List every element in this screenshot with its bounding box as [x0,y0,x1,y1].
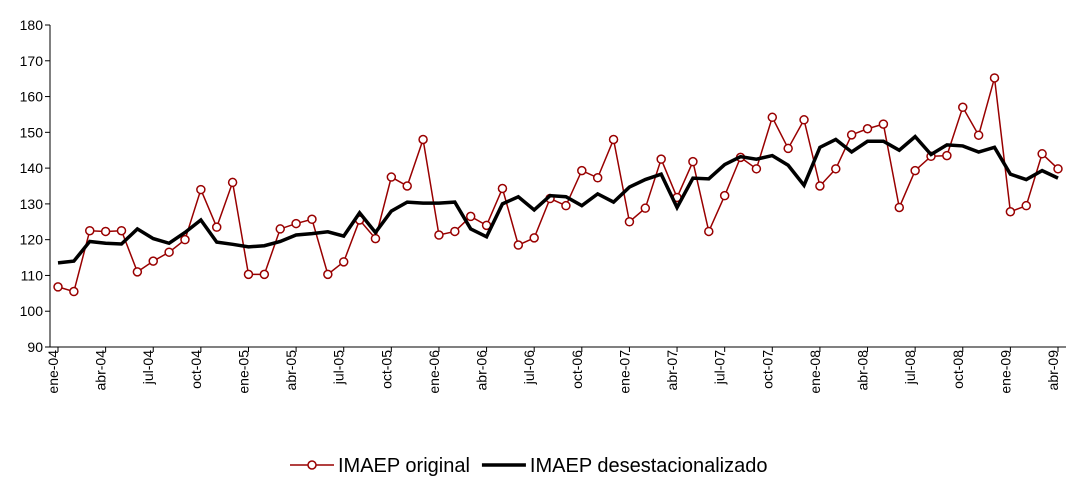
x-tick-label: jul-05 [331,350,347,385]
legend-label: IMAEP original [338,455,470,477]
y-tick-label: 170 [20,53,44,69]
x-tick-label: oct-06 [569,350,585,389]
point-marker [577,165,587,176]
series-line [57,134,1059,265]
x-tick-label: abr-09 [1045,350,1061,391]
point-marker [894,202,905,213]
point-marker [640,203,651,213]
x-tick-label: abr-04 [93,350,109,391]
y-tick-label: 90 [27,339,43,355]
point-marker [196,184,206,195]
point-marker [164,247,174,257]
point-marker [910,165,920,176]
point-marker [719,190,730,201]
x-tick-label: ene-08 [807,350,823,394]
x-tick-label: ene-06 [426,350,442,394]
point-marker [656,154,666,164]
point-marker [751,164,762,174]
point-marker [846,130,857,140]
x-tick-label: ene-09 [997,350,1013,394]
point-marker [704,226,714,237]
point-marker [402,181,412,191]
point-marker [831,164,841,174]
point-marker [1021,200,1032,211]
point-marker [69,286,79,297]
y-tick-label: 180 [20,17,44,33]
x-tick-label: oct-05 [378,350,394,389]
point-marker [386,172,397,182]
point-marker [497,183,508,194]
x-tick-label: jul-07 [712,350,728,385]
point-marker [688,156,698,167]
point-marker [323,269,333,280]
point-marker [100,226,111,237]
x-tick-label: jul-08 [902,350,918,385]
point-marker [211,222,222,232]
point-marker [275,224,285,234]
point-marker [116,225,127,236]
point-marker [529,233,539,243]
point-marker [259,269,270,280]
point-marker [180,234,190,245]
x-tick-label: oct-07 [759,350,775,389]
point-marker [878,119,889,129]
point-marker [958,102,968,113]
point-marker [465,211,476,222]
point-marker [243,269,254,280]
x-tick-label: jul-04 [140,350,156,385]
y-tick-label: 150 [20,124,44,140]
point-marker [513,240,524,250]
point-marker [973,130,984,140]
point-marker [84,225,95,236]
y-tick-label: 110 [21,267,44,283]
point-marker [148,256,158,266]
x-tick-label: abr-06 [474,350,490,391]
y-tick-label: 130 [20,196,44,212]
x-tick-label: oct-08 [950,350,966,389]
x-tick-label: oct-04 [188,350,204,389]
point-marker [418,134,428,145]
legend-label: IMAEP desestacionalizado [530,455,768,477]
y-tick-label: 100 [20,303,44,319]
x-tick-label: jul-06 [521,350,537,385]
point-marker [1005,207,1016,217]
y-tick-label: 160 [20,89,44,105]
y-tick-label: 120 [20,232,44,248]
point-marker [434,230,444,240]
point-marker [799,115,809,125]
x-tick-label: abr-05 [283,350,299,391]
point-marker [307,214,317,225]
point-marker [370,233,381,244]
point-marker [942,150,952,161]
point-marker [989,73,1000,83]
point-marker [561,200,571,211]
series-line [57,77,1059,293]
point-marker [450,226,460,237]
point-marker [291,218,301,229]
point-marker [815,181,825,191]
point-marker [338,257,349,267]
x-tick-label: ene-07 [616,350,632,394]
x-tick-label: ene-04 [45,350,61,394]
point-marker [53,282,63,292]
point-marker [862,124,873,134]
point-marker [132,267,143,277]
y-tick-label: 140 [20,160,44,176]
point-marker [592,173,603,183]
point-marker [624,217,635,227]
x-tick-label: abr-07 [664,350,680,391]
point-marker [1037,149,1047,159]
legend-marker [307,460,317,470]
x-tick-label: abr-08 [855,350,871,391]
point-marker [767,112,778,123]
point-marker [783,143,793,154]
point-marker [1053,164,1063,174]
point-marker [227,177,238,188]
point-marker [608,134,619,145]
x-tick-label: ene-05 [235,350,251,394]
